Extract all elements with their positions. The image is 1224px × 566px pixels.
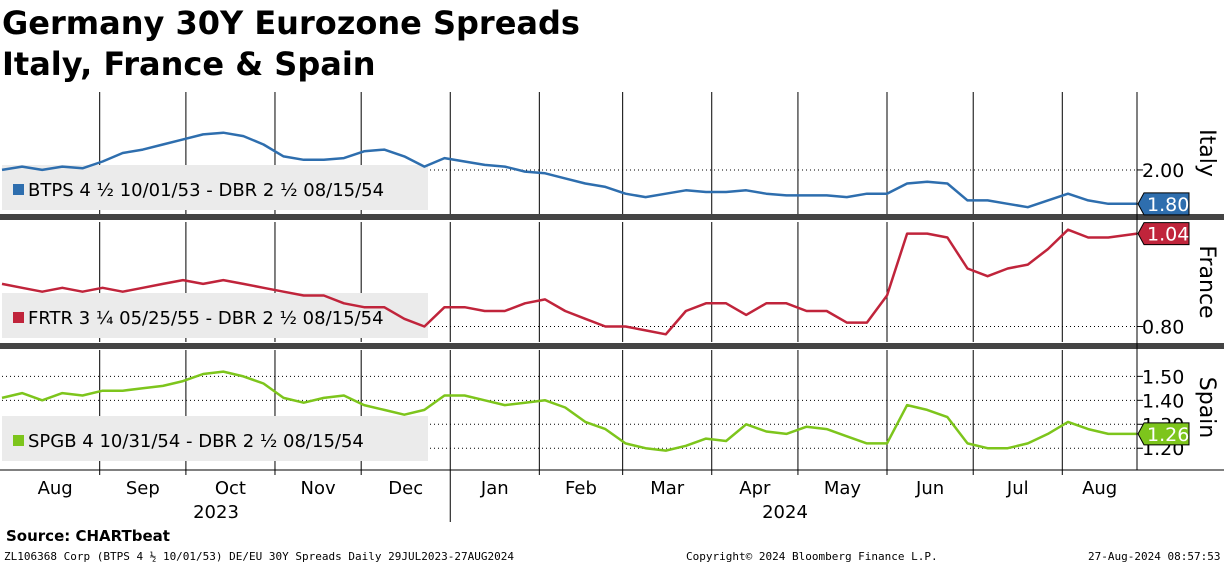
legend-swatch — [13, 312, 24, 323]
x-month-label: Dec — [388, 478, 423, 499]
y-tick-label: 0.80 — [1142, 317, 1184, 339]
legend-label: FRTR 3 ¼ 05/25/55 - DBR 2 ½ 08/15/54 — [28, 308, 384, 329]
last-value-label: 1.04 — [1147, 224, 1189, 246]
x-month-label: May — [824, 478, 862, 499]
x-month-label: Jan — [480, 478, 509, 499]
x-month-label: Aug — [1082, 478, 1117, 499]
x-month-label: Jul — [1006, 478, 1029, 499]
series-line-spain — [1, 370, 1137, 452]
footer-timestamp: 27-Aug-2024 08:57:53 — [1088, 550, 1221, 563]
y-tick-label: 1.50 — [1142, 366, 1184, 388]
chart-title-line2: Italy, France & Spain — [2, 45, 376, 83]
legend-box — [2, 293, 428, 338]
panel-name-france: France — [1194, 245, 1219, 318]
source-label: Source: CHARTbeat — [6, 527, 170, 545]
x-month-label: Apr — [739, 478, 771, 499]
panel-separator — [0, 214, 1224, 220]
last-value-flag — [1137, 192, 1190, 216]
panel-name-italy: Italy — [1194, 129, 1219, 177]
x-month-label: Sep — [126, 478, 160, 499]
x-month-label: Nov — [301, 478, 336, 499]
legend-label: BTPS 4 ½ 10/01/53 - DBR 2 ½ 08/15/54 — [28, 180, 384, 201]
x-year-label: 2023 — [193, 502, 239, 523]
last-value-flag — [1137, 222, 1190, 246]
legend-box — [2, 416, 428, 461]
footer-copyright: Copyright© 2024 Bloomberg Finance L.P. — [686, 550, 938, 563]
x-month-label: Aug — [38, 478, 73, 499]
panel-separator — [0, 343, 1224, 349]
last-value-label: 1.80 — [1147, 194, 1189, 216]
x-year-label: 2024 — [762, 502, 808, 523]
series-line-italy — [1, 131, 1137, 209]
legend-swatch — [13, 184, 24, 195]
legend-swatch — [13, 435, 24, 446]
legend-box — [2, 165, 428, 210]
last-value-flag — [1137, 422, 1190, 446]
x-month-label: Mar — [650, 478, 685, 499]
legend-label: SPGB 4 10/31/54 - DBR 2 ½ 08/15/54 — [28, 431, 364, 452]
last-value-label: 1.26 — [1147, 424, 1189, 446]
x-month-label: Feb — [565, 478, 597, 499]
x-month-label: Oct — [215, 478, 246, 499]
y-tick-label: 2.00 — [1142, 160, 1184, 182]
y-tick-label: 1.40 — [1142, 390, 1184, 412]
footer-left: ZL106368 Corp (BTPS 4 ½ 10/01/53) DE/EU … — [4, 550, 514, 563]
series-line-france — [1, 228, 1138, 336]
x-month-label: Jun — [915, 478, 944, 499]
panel-name-spain: Spain — [1194, 377, 1219, 438]
chart-title-line1: Germany 30Y Eurozone Spreads — [2, 4, 580, 42]
